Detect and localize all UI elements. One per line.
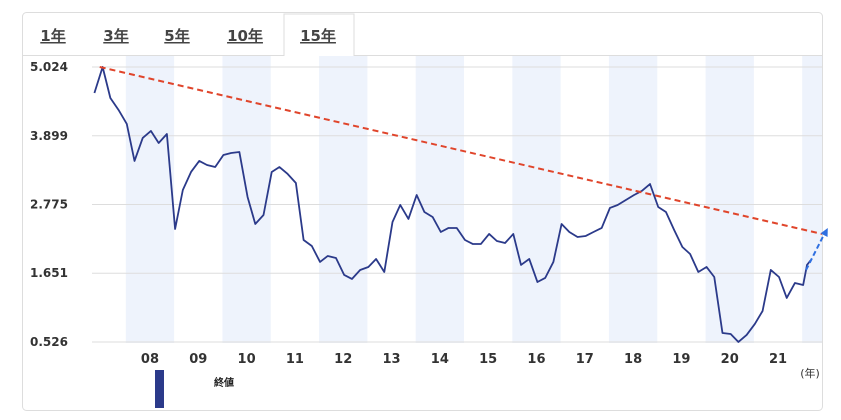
legend-label: 終値 [214, 376, 234, 389]
x-tick-label: 17 [576, 352, 594, 367]
year-band [608, 56, 658, 343]
y-tick-label: 0.526 [30, 335, 68, 349]
x-tick-label: 09 [189, 352, 207, 367]
plot-area: 0.526 1.651 2.775 3.899 5.024 08 09 10 11 12 13 14 1… [30, 56, 828, 408]
x-tick-label: 10 [238, 352, 256, 367]
year-band [512, 56, 561, 343]
x-tick-label: 18 [624, 352, 642, 367]
x-tick-label: 19 [672, 352, 690, 367]
tab-bar: 1年 3年 5年 10年 15年 [40, 13, 355, 56]
y-tick-label: 2.775 [30, 197, 68, 211]
x-axis-label: (年) [800, 366, 820, 380]
year-band [125, 56, 175, 343]
legend-swatch [155, 370, 164, 408]
year-band [222, 56, 271, 343]
x-tick-label: 08 [141, 352, 159, 367]
arrow-head [820, 227, 828, 237]
tab[interactable]: 15年 [300, 27, 336, 45]
y-tick-label: 5.024 [30, 60, 68, 74]
x-tick-label: 15 [479, 352, 497, 367]
x-tick-label: 12 [334, 352, 352, 367]
y-tick-label: 1.651 [30, 266, 68, 280]
tab-selected-bg [283, 13, 355, 56]
tab[interactable]: 5年 [164, 27, 189, 45]
tab[interactable]: 10年 [227, 27, 263, 45]
trend-line [99, 66, 823, 235]
year-band [705, 56, 754, 343]
x-tick-label: 20 [721, 352, 739, 367]
tab[interactable]: 1年 [40, 27, 65, 45]
x-tick-label: 16 [527, 352, 545, 367]
year-band [319, 56, 368, 343]
x-tick-label: 21 [769, 352, 787, 367]
year-band [415, 56, 465, 343]
year-band [802, 56, 822, 343]
x-tick-label: 13 [382, 352, 400, 367]
x-tick-label: 14 [431, 352, 449, 367]
tab[interactable]: 3年 [103, 27, 128, 45]
y-tick-label: 3.899 [30, 129, 68, 143]
x-tick-label: 11 [286, 352, 304, 367]
forecast-arrow [805, 232, 826, 271]
price-line [93, 66, 812, 343]
